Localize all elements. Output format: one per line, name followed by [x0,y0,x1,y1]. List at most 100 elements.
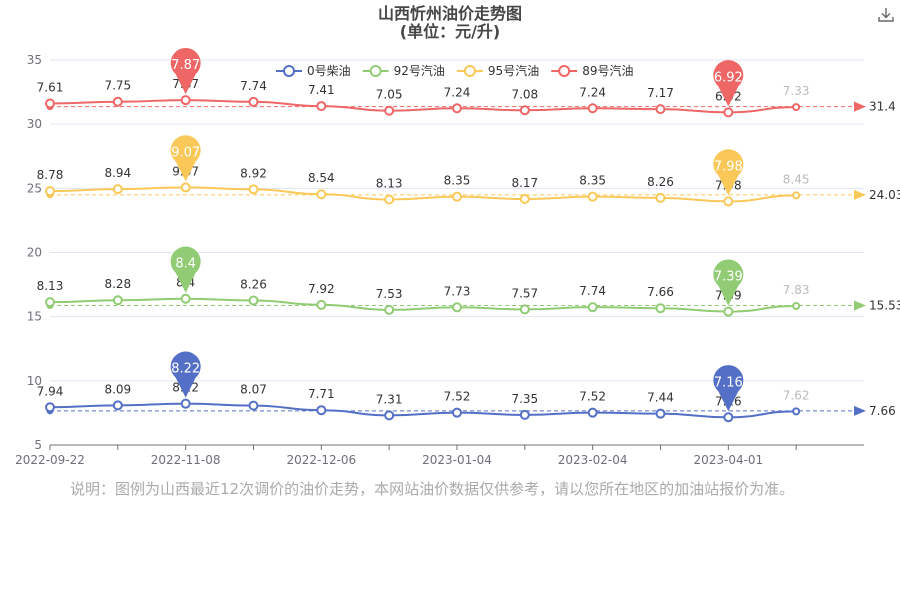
footnote: 说明：图例为山西最近12次调价的油价走势，本网站油价数据仅供参考，请以您所在地区… [70,480,795,498]
data-label: 7.24 [579,85,606,99]
data-point [792,191,801,200]
x-tick-label: 2023-04-01 [693,453,763,467]
data-label: 7.08 [511,87,538,101]
data-label: 8.13 [37,279,64,293]
data-point [180,95,191,106]
series-layer [46,99,866,419]
data-point [112,184,123,195]
average-label: 24.03 [869,188,900,202]
data-label: 8.35 [444,174,471,188]
average-line-arrow [854,405,866,416]
data-label: 8.92 [240,166,267,180]
max-pin-label: 7.87 [171,58,200,73]
data-point [519,409,530,420]
data-point [655,303,666,314]
data-label: 7.71 [308,387,335,401]
data-point [587,103,598,114]
data-label: 7.24 [444,85,471,99]
legend-label: 95号汽油 [488,63,539,78]
data-point [792,302,801,311]
data-label: 7.61 [37,81,64,95]
data-point [180,398,191,409]
data-point [723,412,734,423]
data-point [112,295,123,306]
data-label: 7.75 [104,79,131,93]
x-tick-label: 2023-02-04 [558,453,628,467]
y-tick-label: 25 [27,181,42,195]
download-icon[interactable] [877,6,895,24]
data-point [316,189,327,200]
series-line [49,186,797,203]
data-label: 7.73 [444,284,471,298]
data-label: 7.53 [376,287,403,301]
data-point [452,407,462,418]
data-point [45,186,55,197]
max-pin [170,135,201,182]
data-point [723,107,734,118]
data-point [248,96,259,107]
series-line [49,99,797,114]
data-label: 8.94 [104,166,131,180]
data-point [452,191,462,202]
data-label: 8.78 [37,168,64,182]
legend-label: 92号汽油 [394,63,445,78]
min-pin-label: 7.39 [714,270,743,285]
data-point [248,295,259,306]
x-tick-label: 2022-12-06 [286,453,356,467]
data-point [655,192,666,203]
data-label: 7.74 [579,284,606,298]
min-pin [713,365,744,412]
data-point [519,193,530,204]
max-pin [170,351,201,398]
data-label: 7.66 [647,285,674,299]
data-point [248,400,259,411]
data-label: 8.35 [579,174,606,188]
data-label: 8.54 [308,171,335,185]
data-label: 8.45 [783,172,810,186]
data-point [45,402,55,413]
data-point [655,408,666,419]
data-label: 7.05 [376,88,403,102]
data-label: 7.41 [308,83,335,97]
data-point [384,304,395,315]
data-label: 8.17 [511,176,538,190]
data-label: 8.26 [647,175,674,189]
legend-symbol [369,65,382,77]
x-tick-label: 2022-09-22 [15,453,85,467]
data-point [316,299,327,310]
data-point [316,101,327,112]
data-point [792,407,801,416]
y-tick-label: 15 [27,310,42,324]
data-point [723,196,734,207]
data-label: 7.92 [308,282,335,296]
data-point [112,96,123,107]
y-tick-label: 10 [27,374,42,388]
legend-symbol [558,65,571,77]
data-point [384,105,395,116]
data-point [587,302,598,313]
legend-label: 89号汽油 [582,63,633,78]
average-label: 7.66 [869,404,896,418]
min-pin [713,259,744,306]
average-line-arrow [854,300,866,311]
data-point [248,184,259,195]
max-pin-label: 8.4 [175,257,196,272]
markers: 8.22 7.16 8.4 7.39 9.07 7.98 7.87 6.92 [45,47,801,423]
y-tick-label: 20 [27,246,42,260]
data-label: 7.52 [444,390,471,404]
y-tick-label: 5 [34,438,42,452]
data-label: 7.52 [579,390,606,404]
data-point [723,306,734,317]
data-point [45,297,55,308]
x-tick-label: 2023-01-04 [422,453,492,467]
min-pin-label: 6.92 [714,70,743,85]
series-line [49,297,797,313]
max-pin-label: 9.07 [171,145,200,160]
data-label: 7.57 [511,286,538,300]
legend-symbol [463,65,476,77]
data-point [316,405,327,416]
data-label: 7.17 [647,86,674,100]
y-tick-label: 30 [27,117,42,131]
data-point [792,103,801,112]
data-label: 7.62 [783,388,810,402]
